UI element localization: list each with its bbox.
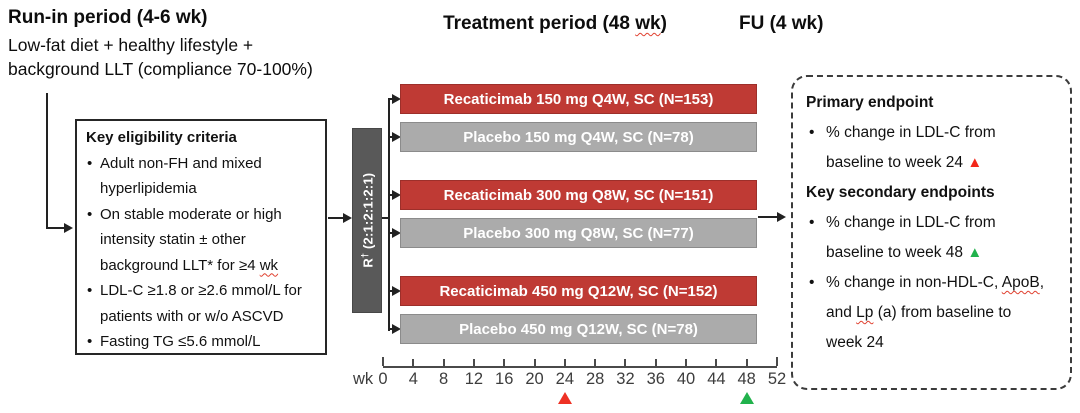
axis-tick-label: 44	[707, 370, 726, 388]
axis-tick	[745, 359, 748, 366]
run-in-desc-line2: background LLT (compliance 70-100%)	[8, 59, 313, 79]
arm-bar-recaticimab-450: Recaticimab 450 mg Q12W, SC (N=152)	[400, 276, 757, 306]
secondary-endpoint-2-wavy-lp: Lp	[856, 304, 874, 321]
axis-tick-label: 36	[646, 370, 665, 388]
branch-arrowhead-arm-4-icon	[392, 228, 401, 238]
branch-line-arm-3	[388, 194, 393, 196]
branch-line-arm-5	[388, 290, 393, 292]
eligibility-title: Key eligibility criteria	[86, 129, 237, 146]
eligibility-item-1: Adult non-FH and mixed hyperlipidemia	[86, 151, 319, 202]
week24-red-triangle-icon: ▲	[967, 154, 983, 171]
treatment-title-wavy-word: wk	[635, 13, 661, 34]
branch-line-arm-2	[388, 136, 393, 138]
secondary-endpoint-1-text: % change in LDL-C from baseline to week …	[826, 214, 996, 261]
secondary-endpoint-item-1: % change in LDL-C from baseline to week …	[806, 208, 1046, 268]
axis-tick-label: 52	[767, 370, 787, 388]
randomization-ratio: (2:1:2:1:2:1)	[360, 173, 376, 250]
week-axis-baseline	[383, 366, 777, 368]
axis-tick-label: 12	[464, 370, 484, 388]
axis-tick	[685, 359, 688, 366]
arm-bar-placebo-300: Placebo 300 mg Q8W, SC (N=77)	[400, 218, 757, 248]
arms-to-endpoints-arrowhead-icon	[777, 212, 786, 222]
axis-tick-label: 48	[737, 370, 756, 388]
eligibility-item-3: LDL-C ≥1.8 or ≥2.6 mmol/L for patients w…	[86, 278, 319, 329]
randomization-r: R	[360, 258, 376, 268]
axis-marker-week-24-icon	[557, 392, 572, 404]
eligibility-item-4: Fasting TG ≤5.6 mmol/L	[86, 329, 319, 355]
axis-tick	[776, 357, 778, 366]
primary-endpoint-item: % change in LDL-C from baseline to week …	[806, 118, 1046, 178]
secondary-endpoint-2-seg1: % change in non-HDL-C,	[826, 274, 1002, 291]
axis-tick-label: 32	[616, 370, 635, 388]
arm-bar-placebo-150: Placebo 150 mg Q4W, SC (N=78)	[400, 122, 757, 152]
follow-up-title: FU (4 wk)	[739, 13, 824, 34]
secondary-endpoint-2-seg3: (a) from baseline to week 24	[826, 304, 1012, 351]
primary-endpoint-title: Primary endpoint	[806, 94, 934, 111]
secondary-endpoints-title: Key secondary endpoints	[806, 184, 995, 201]
axis-tick	[472, 359, 475, 366]
week-axis-unit-label: wk	[353, 370, 374, 388]
primary-endpoint-text: % change in LDL-C from baseline to week …	[826, 124, 996, 171]
arm-bar-placebo-450: Placebo 450 mg Q12W, SC (N=78)	[400, 314, 757, 344]
axis-tick-label: 0	[378, 370, 388, 388]
week48-green-triangle-icon: ▲	[967, 244, 983, 261]
axis-tick-label: 8	[439, 370, 449, 388]
secondary-endpoint-item-2: % change in non-HDL-C, ApoB, and Lp (a) …	[806, 268, 1046, 358]
axis-tick-label: 24	[555, 370, 575, 388]
endpoints-box: Primary endpoint % change in LDL-C from …	[791, 75, 1072, 390]
treatment-title-post: )	[660, 13, 667, 34]
axis-tick-label: 4	[408, 370, 418, 388]
axis-tick	[715, 359, 718, 366]
secondary-endpoint-2-seg2: , and	[826, 274, 1044, 321]
eligibility-item-2-wavy-word: wk	[259, 256, 279, 274]
randomization-superscript: †	[358, 253, 369, 259]
axis-tick-label: 16	[495, 370, 514, 388]
axis-tick	[533, 359, 536, 366]
secondary-endpoint-2-wavy-apob: ApoB	[1001, 274, 1040, 291]
treatment-title-pre: Treatment period (48	[443, 13, 636, 34]
branch-arrowhead-arm-5-icon	[392, 286, 401, 296]
axis-marker-week-48-icon	[739, 392, 754, 404]
axis-tick	[442, 359, 445, 366]
run-in-connector-arrowhead-icon	[64, 223, 73, 233]
axis-tick	[503, 359, 506, 366]
arms-to-endpoints-line	[758, 216, 778, 218]
branch-vertical-line	[388, 98, 390, 331]
axis-tick	[412, 359, 415, 366]
eligibility-to-randomization-line	[328, 217, 344, 219]
axis-tick-label: 28	[585, 370, 605, 388]
treatment-period-title: Treatment period (48 wk)	[424, 13, 686, 35]
randomization-label: R† (2:1:2:1:2:1)	[359, 173, 375, 268]
branch-arrowhead-arm-3-icon	[392, 190, 401, 200]
branch-line-arm-6	[388, 328, 393, 330]
run-in-desc-line1: Low-fat diet + healthy lifestyle +	[8, 35, 254, 55]
randomization-box: R† (2:1:2:1:2:1)	[352, 128, 382, 313]
run-in-period-title: Run-in period (4-6 wk)	[8, 7, 208, 28]
eligibility-item-2: On stable moderate or high intensity sta…	[86, 202, 319, 279]
axis-tick-label: 20	[525, 370, 544, 388]
branch-arrowhead-arm-6-icon	[392, 324, 401, 334]
branch-stem-line	[382, 217, 389, 219]
eligibility-item-2-text: On stable moderate or high intensity sta…	[100, 205, 282, 274]
arm-bar-recaticimab-300: Recaticimab 300 mg Q8W, SC (N=151)	[400, 180, 757, 210]
eligibility-to-randomization-arrowhead-icon	[343, 213, 352, 223]
run-in-connector-vertical-line	[46, 93, 48, 229]
axis-tick	[654, 359, 657, 366]
axis-tick	[563, 359, 566, 366]
axis-tick	[624, 359, 627, 366]
axis-tick-label: 40	[676, 370, 696, 388]
branch-arrowhead-arm-2-icon	[392, 132, 401, 142]
axis-tick	[382, 357, 384, 366]
eligibility-criteria-box: Key eligibility criteria Adult non-FH an…	[75, 119, 327, 355]
run-in-connector-horizontal-line	[46, 227, 65, 229]
branch-arrowhead-arm-1-icon	[392, 94, 401, 104]
branch-line-arm-4	[388, 232, 393, 234]
branch-line-arm-1	[388, 98, 393, 100]
week-axis: wk 0 4 8 12 16 20 24 28 32 36 40 44 48 52	[350, 355, 810, 413]
axis-tick	[594, 359, 597, 366]
arm-bar-recaticimab-150: Recaticimab 150 mg Q4W, SC (N=153)	[400, 84, 757, 114]
